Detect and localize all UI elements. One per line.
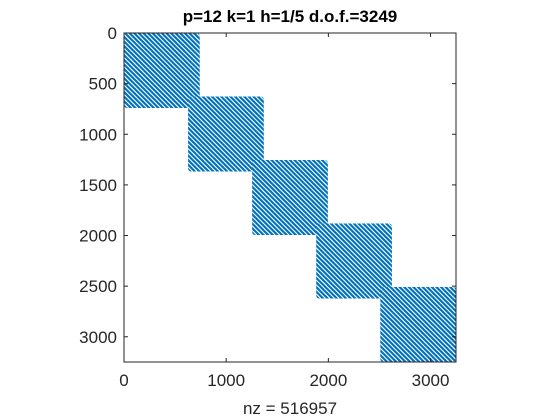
nonzero-block-texture: [316, 223, 392, 299]
x-tick-label: 2000: [309, 371, 347, 390]
x-axis-label: nz = 516957: [243, 399, 337, 418]
nonzero-block-4: [316, 223, 392, 299]
y-tick-label: 0: [108, 24, 117, 43]
nonzero-block-3: [252, 159, 328, 236]
nonzero-block-fill: [252, 159, 328, 236]
y-tick-label: 1000: [79, 125, 117, 144]
y-tick-label: 2000: [79, 227, 117, 246]
y-tick-label: 3000: [79, 328, 117, 347]
y-tick-label: 1500: [79, 176, 117, 195]
y-tick-label: 500: [89, 75, 117, 94]
nonzero-block-1: [124, 33, 200, 109]
x-axis: 0 1000 2000 3000: [119, 33, 449, 390]
chart-title: p=12 k=1 h=1/5 d.o.f.=3249: [183, 7, 398, 26]
nonzero-block-fill: [316, 223, 392, 299]
sparsity-blocks: [124, 33, 456, 362]
y-tick-label: 2500: [79, 277, 117, 296]
nonzero-block-5: [380, 286, 456, 362]
nonzero-block-texture: [124, 33, 200, 109]
nonzero-block-fill: [188, 96, 264, 172]
axes-frame: [123, 32, 457, 363]
y-axis: 0 500 1000 1500 2000 2500 3000: [79, 24, 456, 347]
nonzero-block-texture: [252, 159, 328, 236]
x-tick-label: 0: [119, 371, 128, 390]
nonzero-block-fill: [380, 286, 456, 362]
nonzero-block-fill: [124, 33, 200, 109]
x-tick-label: 1000: [207, 371, 245, 390]
nonzero-block-texture: [188, 96, 264, 172]
nonzero-block-2: [188, 96, 264, 172]
x-tick-label: 3000: [412, 371, 450, 390]
